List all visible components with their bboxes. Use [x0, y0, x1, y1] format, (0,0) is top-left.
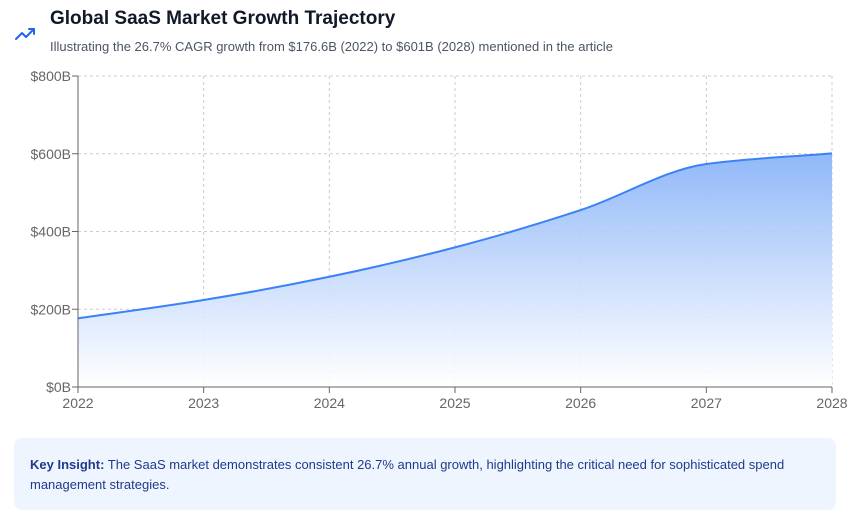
data-point: [829, 150, 835, 156]
x-tick-label: 2025: [439, 395, 470, 411]
area-fill: [78, 153, 832, 387]
chart-header: Global SaaS Market Growth Trajectory Ill…: [14, 8, 834, 60]
area-chart: $0B $200B $400B $600B $800B 2022 2023 2024 2025 2…: [31, 68, 848, 411]
data-point: [201, 297, 207, 303]
y-tick-label: $200B: [31, 301, 71, 317]
y-tick-label: $800B: [31, 68, 71, 84]
page-subtitle: Illustrating the 26.7% CAGR growth from …: [50, 39, 613, 54]
y-tick-label: $400B: [31, 224, 71, 240]
data-point: [703, 161, 709, 167]
x-tick-label: 2027: [691, 395, 722, 411]
trending-up-icon: [15, 28, 35, 40]
data-point: [326, 274, 332, 280]
insight-text: The SaaS market demonstrates consistent …: [30, 457, 785, 492]
page-title: Global SaaS Market Growth Trajectory: [50, 8, 396, 29]
x-tick-label: 2024: [314, 395, 345, 411]
data-point: [75, 315, 81, 321]
series-line: [77, 152, 833, 320]
insight-label: Key Insight:: [30, 457, 105, 472]
x-tick-label: 2023: [188, 395, 219, 411]
axes: $0B $200B $400B $600B $800B 2022 2023 2024 2025 2…: [31, 68, 848, 411]
data-point: [452, 244, 458, 250]
x-tick-label: 2026: [565, 395, 596, 411]
x-tick-label: 2022: [62, 395, 93, 411]
y-tick-label: $0B: [46, 379, 71, 395]
x-tick-label: 2028: [816, 395, 847, 411]
key-insight-box: Key Insight: The SaaS market demonstrate…: [14, 438, 836, 510]
y-tick-label: $600B: [31, 146, 71, 162]
data-point: [578, 207, 584, 213]
